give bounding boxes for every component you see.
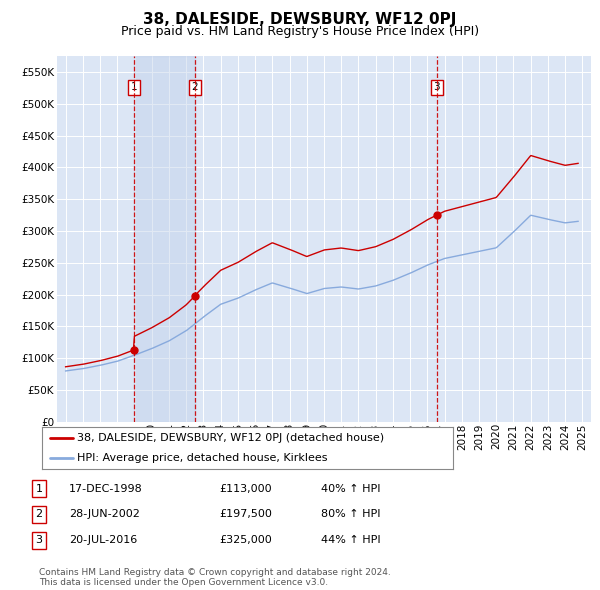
Text: 2: 2 bbox=[35, 510, 43, 519]
Text: £113,000: £113,000 bbox=[219, 484, 272, 493]
Text: £325,000: £325,000 bbox=[219, 536, 272, 545]
Text: 28-JUN-2002: 28-JUN-2002 bbox=[69, 510, 140, 519]
Text: 1: 1 bbox=[35, 484, 43, 493]
Text: 17-DEC-1998: 17-DEC-1998 bbox=[69, 484, 143, 493]
Text: £197,500: £197,500 bbox=[219, 510, 272, 519]
Text: 38, DALESIDE, DEWSBURY, WF12 0PJ (detached house): 38, DALESIDE, DEWSBURY, WF12 0PJ (detach… bbox=[77, 433, 384, 443]
Text: 1: 1 bbox=[131, 82, 137, 92]
Text: 3: 3 bbox=[434, 82, 440, 92]
Text: 3: 3 bbox=[35, 536, 43, 545]
Text: HPI: Average price, detached house, Kirklees: HPI: Average price, detached house, Kirk… bbox=[77, 453, 328, 463]
Text: 80% ↑ HPI: 80% ↑ HPI bbox=[321, 510, 380, 519]
Text: 40% ↑ HPI: 40% ↑ HPI bbox=[321, 484, 380, 493]
Text: Price paid vs. HM Land Registry's House Price Index (HPI): Price paid vs. HM Land Registry's House … bbox=[121, 25, 479, 38]
Text: Contains HM Land Registry data © Crown copyright and database right 2024.
This d: Contains HM Land Registry data © Crown c… bbox=[39, 568, 391, 587]
Text: 2: 2 bbox=[191, 82, 198, 92]
Text: 44% ↑ HPI: 44% ↑ HPI bbox=[321, 536, 380, 545]
Bar bbox=[134, 56, 194, 422]
Text: 38, DALESIDE, DEWSBURY, WF12 0PJ: 38, DALESIDE, DEWSBURY, WF12 0PJ bbox=[143, 12, 457, 27]
Text: 20-JUL-2016: 20-JUL-2016 bbox=[69, 536, 137, 545]
